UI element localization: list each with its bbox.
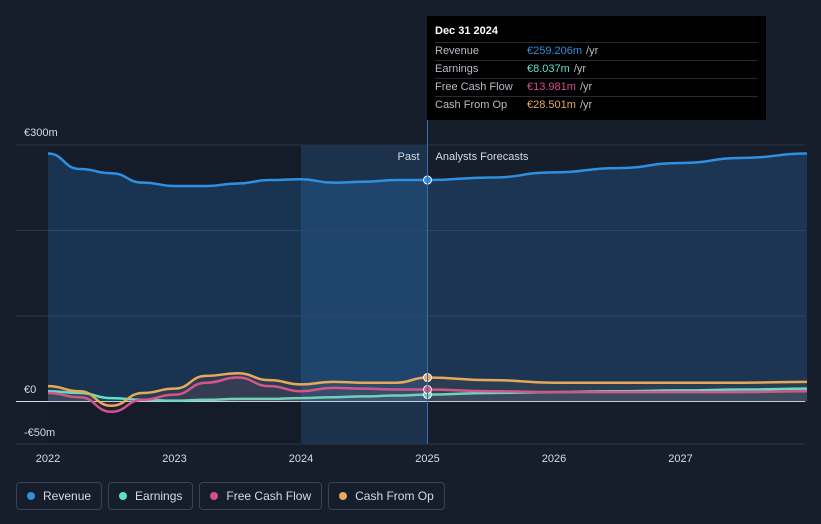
y-tick-label: -€50m: [24, 427, 55, 439]
cash-from-op-line: [47, 372, 808, 408]
free-cash-flow-dot-icon: [210, 492, 219, 500]
earnings-dot-icon: [119, 492, 128, 500]
forecast-label: Analysts Forecasts: [436, 151, 529, 163]
tooltip-value: €28.501m: [527, 99, 576, 111]
legend-label: Revenue: [43, 489, 92, 503]
legend-item-cash-from-op[interactable]: Cash From Op: [328, 482, 445, 510]
revenue-dot-icon: [27, 492, 35, 500]
tooltip-row-free-cash-flow: Free Cash Flow €13.981m /yr: [435, 79, 758, 97]
tooltip-unit: /yr: [579, 81, 593, 93]
x-tick-label: 2022: [36, 453, 60, 465]
tooltip-date: Dec 31 2024: [435, 24, 758, 43]
tooltip-unit: /yr: [579, 99, 593, 111]
tooltip-label: Earnings: [435, 63, 479, 75]
tooltip-row-earnings: Earnings €8.037m /yr: [435, 61, 758, 79]
legend: Revenue Earnings Free Cash Flow Cash Fro…: [16, 482, 445, 510]
legend-label: Free Cash Flow: [226, 489, 312, 503]
legend-item-free-cash-flow[interactable]: Free Cash Flow: [199, 482, 323, 510]
tooltip-label: Cash From Op: [435, 99, 508, 111]
y-tick-label: €0: [24, 384, 36, 396]
legend-label: Earnings: [135, 489, 183, 503]
tooltip-unit: /yr: [573, 63, 587, 75]
x-tick-label: 2024: [289, 453, 313, 465]
tooltip: Dec 31 2024 Revenue €259.206m /yr Earnin…: [427, 16, 766, 120]
tooltip-label: Revenue: [435, 45, 480, 57]
x-tick-label: 2025: [415, 453, 439, 465]
y-tick-label: €300m: [24, 127, 58, 139]
revenue-line: [47, 152, 808, 188]
tooltip-label: Free Cash Flow: [435, 81, 513, 93]
free-cash-flow-line: [47, 376, 808, 414]
legend-item-earnings[interactable]: Earnings: [108, 482, 194, 510]
tooltip-value: €8.037m: [527, 63, 570, 75]
past-label: Past: [397, 151, 419, 163]
legend-item-revenue[interactable]: Revenue: [16, 482, 103, 510]
cash-from-op-dot-icon: [339, 492, 348, 500]
tooltip-value: €259.206m: [527, 45, 583, 57]
tooltip-value: €13.981m: [527, 81, 576, 93]
tooltip-row-revenue: Revenue €259.206m /yr: [435, 43, 758, 61]
legend-label: Cash From Op: [355, 489, 434, 503]
tooltip-row-cash-from-op: Cash From Op €28.501m /yr: [435, 97, 758, 114]
x-tick-label: 2027: [668, 453, 692, 465]
x-tick-label: 2023: [162, 453, 186, 465]
tooltip-unit: /yr: [586, 45, 599, 57]
x-tick-label: 2026: [542, 453, 566, 465]
